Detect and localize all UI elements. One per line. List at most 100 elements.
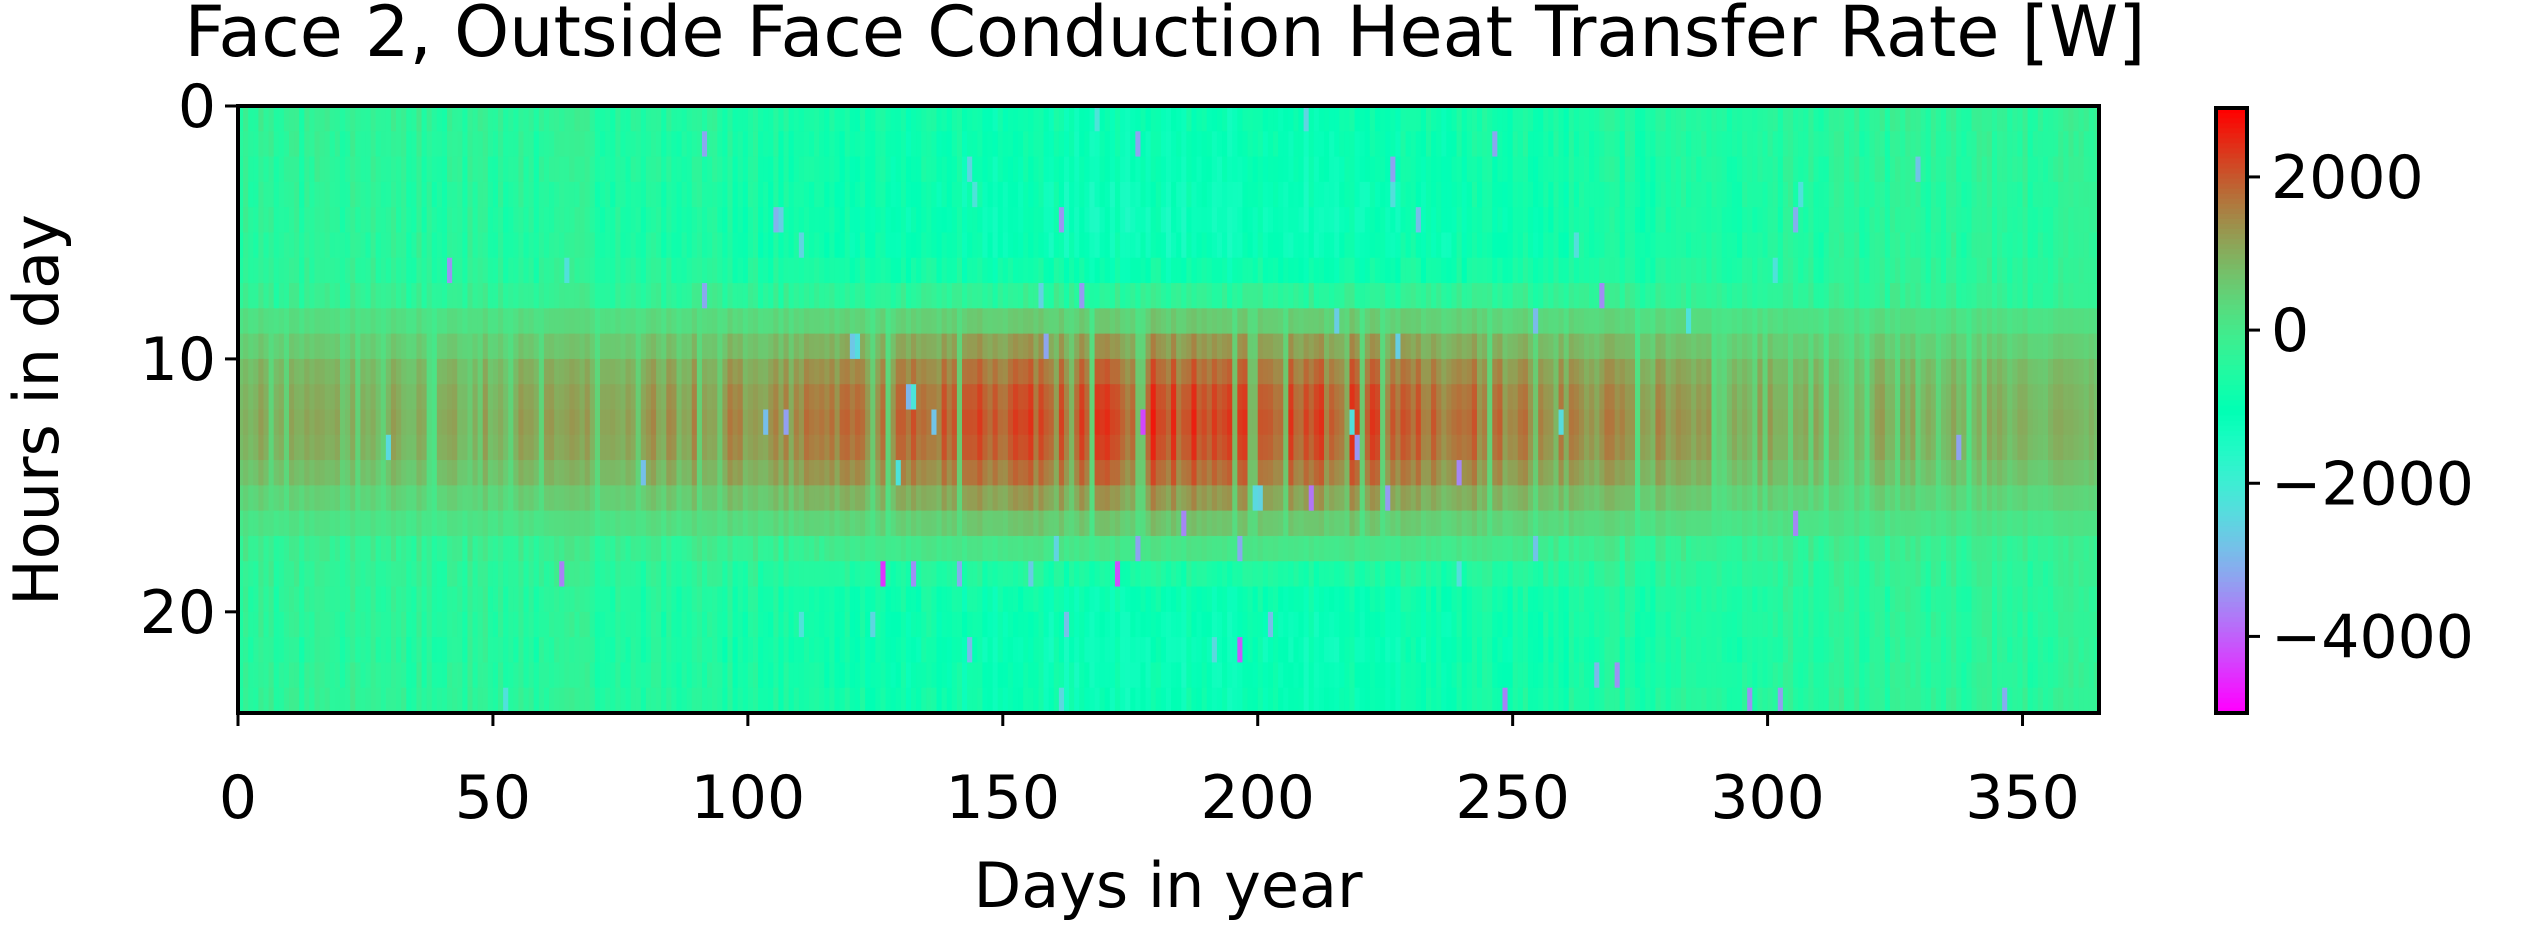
heatmap-cell xyxy=(1777,181,1784,208)
heatmap-cell xyxy=(1344,181,1351,208)
heatmap-cell xyxy=(1079,283,1085,309)
heatmap-cell xyxy=(1930,181,1937,208)
heatmap-cell xyxy=(1961,409,1968,436)
heatmap-cell xyxy=(1497,384,1504,411)
heatmap-cell xyxy=(1782,358,1789,385)
heatmap-cell xyxy=(890,384,897,411)
heatmap-cell xyxy=(839,181,846,208)
heatmap-cell xyxy=(645,384,652,411)
heatmap-cell xyxy=(528,232,535,259)
heatmap-cell xyxy=(1278,106,1284,132)
heatmap-cell xyxy=(1747,283,1753,309)
heatmap-cell xyxy=(666,181,672,208)
heatmap-cell xyxy=(1053,333,1060,360)
heatmap-cell xyxy=(487,409,494,436)
heatmap-cell xyxy=(1818,207,1825,234)
heatmap-cell xyxy=(967,283,973,309)
heatmap-cell xyxy=(671,308,678,335)
heatmap-cell xyxy=(533,106,540,132)
heatmap-cell xyxy=(696,333,703,360)
heatmap-cell xyxy=(2068,257,2075,284)
heatmap-cell xyxy=(1991,181,1998,208)
heatmap-cell xyxy=(238,106,244,132)
heatmap-cell xyxy=(1813,232,1820,259)
heatmap-cell xyxy=(263,434,270,461)
heatmap-cell xyxy=(916,106,922,132)
heatmap-cell xyxy=(467,409,474,436)
heatmap-cell xyxy=(1176,257,1182,284)
heatmap-cell xyxy=(997,384,1004,411)
heatmap-cell xyxy=(1573,409,1580,436)
heatmap-cell xyxy=(1507,434,1514,461)
heatmap-cell xyxy=(895,131,902,158)
heatmap-cell xyxy=(1915,358,1922,385)
heatmap-cell xyxy=(1023,181,1029,208)
heatmap-cell xyxy=(1471,232,1478,259)
heatmap-cell xyxy=(1079,207,1085,234)
heatmap-cell xyxy=(1456,283,1463,309)
heatmap-cell xyxy=(1155,106,1162,132)
heatmap-cell xyxy=(936,384,943,411)
heatmap-cell xyxy=(1186,156,1193,183)
heatmap-cell xyxy=(385,232,392,259)
heatmap-cell xyxy=(1512,106,1519,132)
heatmap-cell xyxy=(533,131,540,158)
heatmap-cell xyxy=(860,434,866,461)
heatmap-cell xyxy=(1553,333,1560,360)
heatmap-cell xyxy=(283,156,290,183)
heatmap-cell xyxy=(2068,131,2075,158)
heatmap-cell xyxy=(814,232,820,259)
heatmap-cell xyxy=(605,181,611,208)
heatmap-cell xyxy=(1298,181,1305,208)
heatmap-cell xyxy=(1298,283,1305,309)
heatmap-cell xyxy=(1211,207,1218,234)
heatmap-cell xyxy=(691,181,698,208)
heatmap-cell xyxy=(1441,131,1447,158)
heatmap-cell xyxy=(268,384,275,411)
heatmap-cell xyxy=(503,257,509,284)
heatmap-cell xyxy=(1976,131,1983,158)
heatmap-cell xyxy=(1069,207,1075,234)
heatmap-cell xyxy=(1553,207,1560,234)
heatmap-cell xyxy=(1823,308,1830,335)
heatmap-cell xyxy=(380,409,387,436)
heatmap-cell xyxy=(390,207,397,234)
heatmap-cell xyxy=(620,207,627,234)
heatmap-cell xyxy=(656,384,662,411)
heatmap-cell xyxy=(564,333,571,360)
heatmap-cell xyxy=(1675,358,1682,385)
heatmap-cell xyxy=(722,434,729,461)
heatmap-cell xyxy=(615,358,621,385)
heatmap-cell xyxy=(1135,232,1142,259)
heatmap-cell xyxy=(1313,207,1320,234)
heatmap-cell xyxy=(319,207,326,234)
heatmap-cell xyxy=(1089,232,1096,259)
heatmap-cell xyxy=(1293,232,1300,259)
heatmap-cell xyxy=(426,207,433,234)
heatmap-cell xyxy=(492,308,499,335)
heatmap-cell xyxy=(1058,308,1065,335)
heatmap-cell xyxy=(712,333,718,360)
heatmap-cell xyxy=(1191,207,1198,234)
heatmap-cell xyxy=(1838,283,1845,309)
heatmap-cell xyxy=(1415,106,1422,132)
heatmap-cell xyxy=(2037,232,2044,259)
heatmap-cell xyxy=(569,257,576,284)
heatmap-cell xyxy=(467,131,474,158)
heatmap-cell xyxy=(1961,308,1968,335)
heatmap-cell xyxy=(1961,257,1968,284)
heatmap-cell xyxy=(278,384,285,411)
heatmap-cell xyxy=(600,333,606,360)
heatmap-cell xyxy=(2032,131,2039,158)
heatmap-cell xyxy=(1655,308,1662,335)
heatmap-cell xyxy=(809,156,815,183)
heatmap-cell xyxy=(1262,333,1269,360)
heatmap-cell xyxy=(584,181,591,208)
heatmap-cell xyxy=(1609,283,1616,309)
heatmap-cell xyxy=(1344,106,1351,132)
heatmap-cell xyxy=(1140,409,1147,436)
heatmap-cell xyxy=(1058,384,1065,411)
heatmap-cell xyxy=(1558,131,1565,158)
heatmap-cell xyxy=(1655,257,1662,284)
heatmap-cell xyxy=(1640,257,1646,284)
